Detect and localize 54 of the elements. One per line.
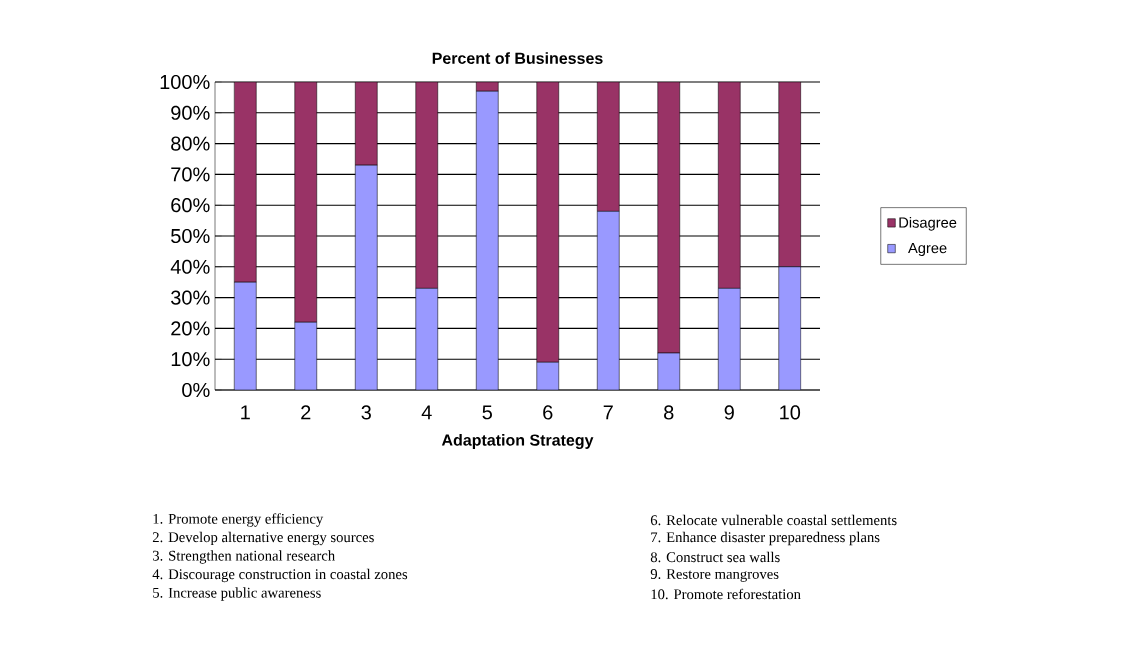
bar [354,82,378,166]
y-tick-label: 20% [171,321,210,336]
x-tick-label: 5 [482,405,492,420]
y-tick-label: 40% [170,259,210,274]
bar [355,165,378,390]
text: 7. Enhance disaster preparedness plans [651,531,880,546]
bar [536,362,559,390]
bar [717,82,741,289]
y-tick-label: 60% [171,198,210,213]
x-axis-title: Adaptation Strategy [441,434,594,450]
text: 6. Relocate vulnerable coastal settlements [650,514,897,526]
bar [476,91,499,390]
text: 3. Strengthen national research [152,550,335,564]
x-tick-label: 10 [780,405,801,420]
text: 1. Promote energy efficiency [153,513,324,527]
bar [415,82,439,289]
x-tick-label: 6 [543,405,553,420]
text: 4. Discourage construction in coastal zones [152,568,408,583]
x-tick-label: 4 [421,405,432,420]
y-tick-label: 70% [171,167,210,182]
y-tick-label: 0% [182,382,210,398]
y-tick-label: 50% [171,228,210,244]
legend-label: Agree [908,242,947,257]
y-tick-label: 30% [171,290,210,305]
y-tick-label: 90% [171,105,210,120]
bar [294,322,317,390]
bar [234,282,257,390]
bar [415,288,438,390]
x-tick-label: 8 [664,405,674,420]
bar [778,82,802,268]
legend-label: Disagree [899,216,957,231]
text: 5. Increase public awareness [153,587,321,601]
bar [294,82,318,323]
x-tick-label: 2 [301,405,311,420]
x-tick-label: 1 [241,405,250,420]
bar [657,353,680,390]
x-tick-label: 7 [603,405,613,420]
bar [778,266,802,390]
bar [657,82,681,354]
text: 10. Promote reforestation [651,588,801,600]
y-tick-label: 10% [171,352,210,367]
y-tick-label: 100% [160,74,210,90]
x-tick-label: 3 [361,405,371,420]
bar [596,82,620,212]
bar [597,211,620,390]
text: 8. Construct sea walls [650,551,780,563]
chart-title: Percent of Businesses [432,52,603,64]
x-tick-label: 9 [724,405,734,420]
bar [233,82,257,283]
bar [536,82,560,363]
bar [718,288,741,390]
text: 2. Develop alternative energy sources [152,531,374,546]
text: 9. Restore mangroves [650,569,779,582]
y-tick-label: 80% [171,136,210,151]
